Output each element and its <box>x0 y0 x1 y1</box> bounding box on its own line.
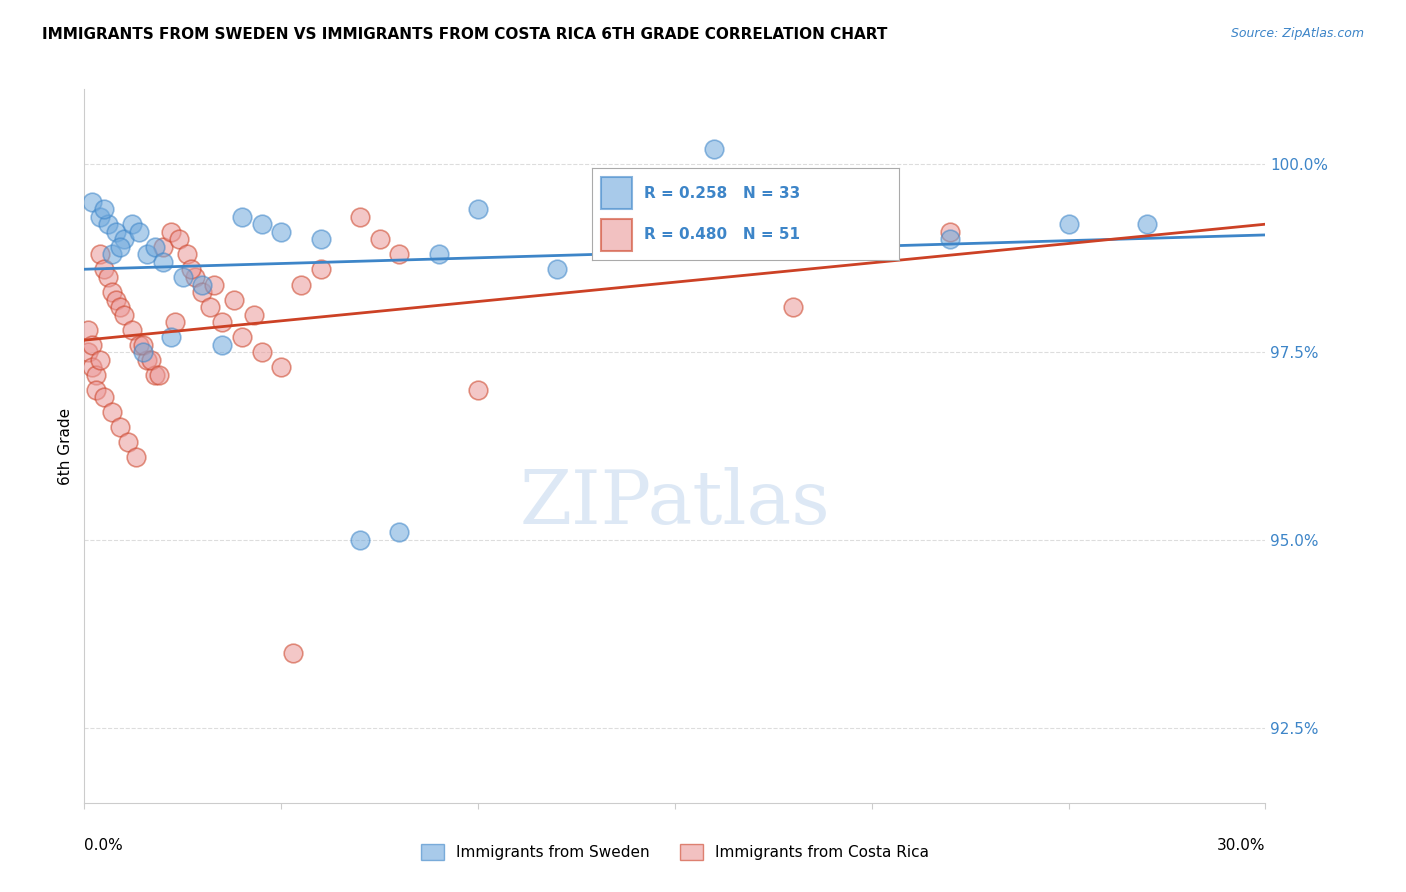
Point <box>176 247 198 261</box>
Point <box>231 330 253 344</box>
Point <box>108 240 131 254</box>
Point <box>128 337 150 351</box>
Point <box>939 232 962 246</box>
Point <box>132 337 155 351</box>
Point <box>82 194 104 209</box>
Point <box>191 277 214 292</box>
FancyBboxPatch shape <box>602 219 633 252</box>
Point <box>82 360 104 375</box>
Point <box>231 210 253 224</box>
Point <box>163 315 186 329</box>
Point <box>281 646 304 660</box>
Point <box>148 368 170 382</box>
Text: Source: ZipAtlas.com: Source: ZipAtlas.com <box>1230 27 1364 40</box>
Point <box>211 315 233 329</box>
Point <box>242 308 264 322</box>
Point <box>368 232 391 246</box>
Point <box>349 533 371 547</box>
Legend: Immigrants from Sweden, Immigrants from Costa Rica: Immigrants from Sweden, Immigrants from … <box>415 838 935 866</box>
Point <box>467 202 489 217</box>
Point <box>703 142 725 156</box>
Point <box>84 368 107 382</box>
Point <box>1136 218 1159 232</box>
Point <box>664 194 686 209</box>
Point <box>546 262 568 277</box>
Point <box>101 285 124 299</box>
Point <box>101 405 124 419</box>
Point <box>108 420 131 434</box>
Point <box>89 352 111 367</box>
Point <box>290 277 312 292</box>
Point <box>270 360 292 375</box>
Point <box>939 225 962 239</box>
Text: IMMIGRANTS FROM SWEDEN VS IMMIGRANTS FROM COSTA RICA 6TH GRADE CORRELATION CHART: IMMIGRANTS FROM SWEDEN VS IMMIGRANTS FRO… <box>42 27 887 42</box>
Point <box>112 232 135 246</box>
Point <box>132 345 155 359</box>
Point <box>160 330 183 344</box>
Point <box>349 210 371 224</box>
Point <box>183 270 205 285</box>
Point <box>141 352 163 367</box>
Point <box>143 368 166 382</box>
Point <box>250 218 273 232</box>
Point <box>104 225 127 239</box>
Point <box>136 352 159 367</box>
Point <box>93 262 115 277</box>
Point <box>97 270 120 285</box>
Point <box>309 232 332 246</box>
Point <box>124 450 146 465</box>
Point <box>143 240 166 254</box>
Point <box>309 262 332 277</box>
Point <box>77 322 100 336</box>
Point <box>167 232 190 246</box>
Text: ZIPatlas: ZIPatlas <box>519 467 831 540</box>
Y-axis label: 6th Grade: 6th Grade <box>58 408 73 484</box>
Point <box>200 300 222 314</box>
Point <box>222 293 245 307</box>
Point <box>121 322 143 336</box>
Point <box>172 270 194 285</box>
Point <box>104 293 127 307</box>
Point <box>93 390 115 404</box>
Point <box>250 345 273 359</box>
Text: R = 0.258   N = 33: R = 0.258 N = 33 <box>644 186 800 202</box>
Point <box>180 262 202 277</box>
Text: R = 0.480   N = 51: R = 0.480 N = 51 <box>644 227 800 242</box>
Point <box>89 210 111 224</box>
Point <box>136 247 159 261</box>
Point <box>388 247 411 261</box>
Point <box>160 225 183 239</box>
Point <box>388 525 411 540</box>
Point <box>1057 218 1080 232</box>
Text: 30.0%: 30.0% <box>1218 838 1265 854</box>
Point <box>782 300 804 314</box>
Point <box>97 218 120 232</box>
Text: 0.0%: 0.0% <box>84 838 124 854</box>
Point <box>152 255 174 269</box>
Point <box>191 285 214 299</box>
Point <box>77 345 100 359</box>
Point <box>82 337 104 351</box>
Point <box>202 277 225 292</box>
Point <box>211 337 233 351</box>
Point <box>860 232 883 246</box>
Point <box>112 308 135 322</box>
Point <box>84 383 107 397</box>
Point <box>128 225 150 239</box>
Point <box>152 240 174 254</box>
Point <box>101 247 124 261</box>
FancyBboxPatch shape <box>602 177 633 210</box>
Point <box>270 225 292 239</box>
Point <box>427 247 450 261</box>
Point <box>89 247 111 261</box>
Point <box>117 435 139 450</box>
Point <box>121 218 143 232</box>
Point <box>467 383 489 397</box>
Point <box>93 202 115 217</box>
Point <box>108 300 131 314</box>
